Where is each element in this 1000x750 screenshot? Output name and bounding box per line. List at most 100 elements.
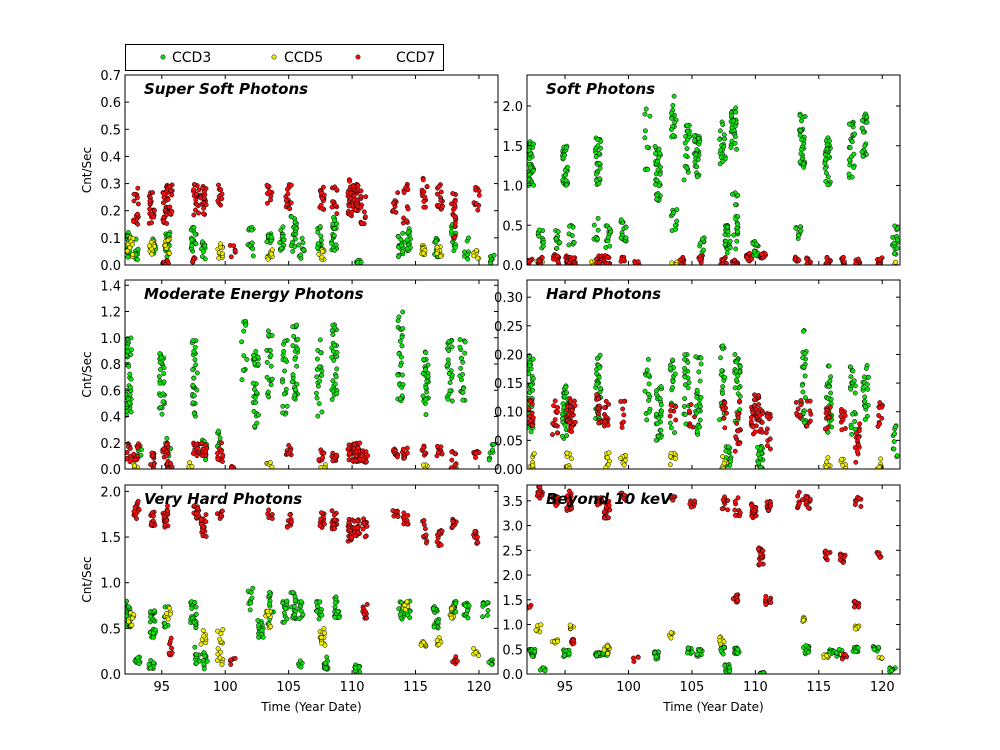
point-ccd3	[559, 433, 565, 439]
point-ccd7	[362, 214, 368, 220]
x-tick-label: 120	[467, 680, 492, 695]
point-ccd7	[765, 507, 771, 513]
point-ccd3	[191, 348, 197, 354]
x-tick-label: 95	[557, 680, 574, 695]
point-ccd3	[563, 384, 569, 390]
point-ccd3	[319, 372, 325, 378]
point-ccd3	[194, 370, 200, 376]
point-ccd3	[127, 392, 133, 398]
point-ccd3	[658, 384, 664, 390]
panels: 0.0 0.1 0.2 0.3 0.4 0.5 0.6 0.7 Super Soft Photo…	[80, 69, 901, 714]
point-ccd7	[190, 450, 196, 456]
point-ccd3	[329, 328, 335, 333]
point-ccd5	[564, 450, 570, 456]
point-ccd7	[686, 408, 692, 414]
point-ccd7	[391, 200, 396, 206]
point-ccd7	[147, 206, 153, 212]
point-ccd5	[839, 456, 845, 462]
point-ccd7	[606, 515, 611, 521]
point-ccd3	[294, 363, 300, 369]
point-ccd3	[148, 665, 154, 671]
point-ccd5	[217, 241, 223, 247]
point-ccd7	[347, 178, 353, 184]
point-ccd3	[250, 585, 256, 591]
point-ccd7	[856, 495, 862, 501]
point-ccd3	[150, 630, 156, 636]
point-ccd3	[683, 153, 689, 159]
point-ccd3	[277, 240, 283, 246]
point-ccd3	[593, 171, 599, 177]
data-points	[527, 93, 900, 265]
point-ccd3	[191, 225, 197, 231]
point-ccd3	[653, 391, 659, 397]
point-ccd3	[564, 182, 570, 188]
point-ccd3	[800, 355, 806, 361]
point-ccd7	[421, 444, 427, 450]
point-ccd7	[220, 452, 226, 458]
point-ccd3	[400, 326, 406, 332]
point-ccd3	[848, 386, 854, 392]
point-ccd3	[567, 223, 572, 229]
point-ccd3	[280, 403, 286, 409]
point-ccd5	[268, 624, 274, 630]
point-ccd3	[682, 365, 688, 371]
point-ccd7	[349, 209, 355, 215]
point-ccd3	[564, 390, 570, 396]
point-ccd3	[668, 110, 674, 116]
point-ccd7	[796, 500, 802, 506]
point-ccd7	[720, 257, 726, 263]
panel-title: Soft Photons	[546, 80, 655, 98]
point-ccd3	[190, 367, 196, 373]
point-ccd3	[717, 417, 723, 423]
point-ccd3	[642, 388, 648, 394]
point-ccd3	[284, 403, 290, 409]
point-ccd3	[291, 604, 297, 609]
point-ccd7	[572, 403, 578, 409]
point-ccd3	[596, 375, 602, 381]
point-ccd3	[125, 348, 130, 354]
point-ccd7	[135, 185, 141, 191]
point-ccd3	[891, 439, 897, 445]
point-ccd3	[255, 354, 261, 360]
point-ccd3	[527, 370, 531, 376]
point-ccd7	[127, 446, 133, 451]
point-ccd7	[318, 202, 324, 208]
point-ccd7	[606, 503, 612, 508]
y-tick-label: 3.5	[502, 495, 523, 510]
point-ccd7	[724, 410, 729, 416]
point-ccd7	[529, 410, 535, 416]
point-ccd3	[623, 235, 629, 241]
point-ccd3	[672, 120, 678, 125]
point-ccd7	[191, 187, 197, 193]
point-ccd7	[354, 518, 360, 524]
point-ccd7	[287, 206, 293, 212]
point-ccd3	[542, 668, 548, 674]
point-ccd7	[288, 182, 294, 188]
point-ccd3	[289, 379, 295, 385]
point-ccd3	[125, 613, 129, 619]
point-ccd7	[288, 519, 294, 525]
point-ccd3	[566, 650, 572, 656]
point-ccd3	[160, 391, 166, 397]
point-ccd3	[828, 390, 834, 396]
point-ccd7	[692, 414, 697, 420]
point-ccd7	[735, 598, 741, 604]
point-ccd3	[696, 135, 702, 141]
point-ccd3	[541, 240, 546, 246]
point-ccd3	[755, 451, 761, 457]
point-ccd7	[852, 502, 858, 508]
point-ccd3	[735, 229, 741, 235]
point-ccd3	[461, 385, 466, 391]
point-ccd3	[190, 382, 196, 388]
point-ccd3	[330, 348, 336, 354]
point-ccd7	[361, 209, 367, 215]
point-ccd7	[732, 499, 738, 504]
y-axis-label: Cnt/Sec	[80, 351, 94, 397]
point-ccd7	[321, 521, 327, 527]
point-ccd7	[877, 261, 882, 265]
point-ccd3	[248, 589, 254, 595]
point-ccd7	[473, 187, 479, 193]
point-ccd3	[642, 111, 648, 117]
point-ccd3	[530, 387, 536, 393]
point-ccd3	[793, 225, 799, 231]
